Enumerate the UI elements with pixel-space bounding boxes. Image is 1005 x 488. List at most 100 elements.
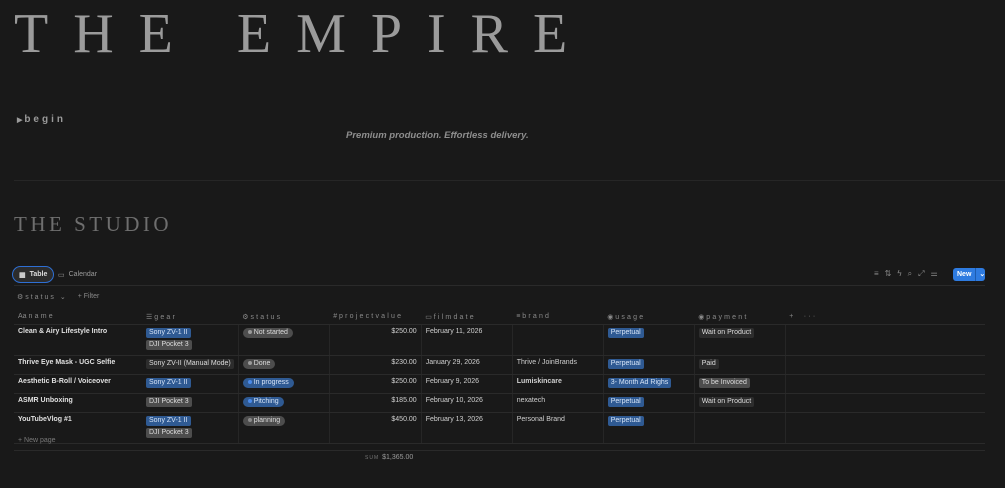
filter-icon[interactable]: ≡ xyxy=(874,269,879,278)
column-type-icon: Aa xyxy=(18,313,29,321)
status-cell[interactable]: Done xyxy=(238,355,330,375)
projectvalue-cell[interactable]: $250.00 xyxy=(329,324,422,356)
gear-tag: DJI Pocket 3 xyxy=(146,427,192,438)
add-filter-button[interactable]: + Filter xyxy=(77,293,100,300)
filmdate-cell[interactable]: February 9, 2026 xyxy=(421,374,513,394)
status-cell[interactable]: Pitching xyxy=(238,393,330,413)
projectvalue-cell[interactable]: $450.00 xyxy=(329,412,422,444)
automation-icon[interactable]: ϟ xyxy=(897,269,902,278)
usage-cell[interactable]: Perpetual xyxy=(603,412,695,444)
usage-cell[interactable]: 3- Month Ad Righs xyxy=(603,374,695,394)
page-title: THE EMPIRE xyxy=(14,3,593,65)
status-cell[interactable]: Not started xyxy=(238,324,330,356)
status-icon: ⚙ xyxy=(242,313,251,321)
status-badge: planning xyxy=(242,415,286,426)
empty-cell xyxy=(785,374,985,394)
table-row[interactable]: Aesthetic B-Roll / Voiceover Sony ZV-1 I… xyxy=(14,374,985,394)
status-filter[interactable]: ⚙ status ⌄ xyxy=(17,294,68,301)
add-column[interactable]: + ··· xyxy=(785,310,985,325)
usage-cell[interactable]: Perpetual xyxy=(603,355,695,375)
empty-cell xyxy=(785,393,985,413)
brand-cell[interactable] xyxy=(512,324,604,356)
payment-cell[interactable]: Wait on Product xyxy=(694,324,786,356)
status-dot-icon xyxy=(247,379,252,384)
select-icon: ◉ xyxy=(698,313,707,321)
name-cell[interactable]: YouTubeVlog #1 xyxy=(14,412,142,444)
search-icon[interactable]: ⌕ xyxy=(907,269,913,278)
projectvalue-cell[interactable]: $185.00 xyxy=(329,393,422,413)
plus-icon[interactable]: + xyxy=(789,313,796,321)
filmdate-cell[interactable]: February 11, 2026 xyxy=(421,324,513,356)
gear-cell[interactable]: Sony ZV-1 II DJI Pocket 3 xyxy=(142,412,239,444)
column-header-gear[interactable]: ☰ gear xyxy=(142,310,239,325)
section-title: THE STUDIO xyxy=(14,212,173,236)
status-cell[interactable]: In progress xyxy=(238,374,330,394)
name-cell[interactable]: Clean & Airy Lifestyle Intro xyxy=(14,324,142,356)
filmdate-cell[interactable]: February 13, 2026 xyxy=(421,412,513,444)
chevron-down-icon[interactable]: ⌄ xyxy=(975,268,988,281)
gear-cell[interactable]: Sony ZV-II (Manual Mode) xyxy=(142,355,239,375)
divider xyxy=(14,450,985,451)
brand-cell[interactable]: Personal Brand xyxy=(512,412,604,444)
filmdate-cell[interactable]: January 29, 2026 xyxy=(421,355,513,375)
status-badge: Pitching xyxy=(242,396,284,407)
expand-icon[interactable]: ⤢ xyxy=(918,269,925,278)
column-header-status[interactable]: ⚙ status xyxy=(238,310,330,325)
usage-cell[interactable]: Perpetual xyxy=(603,324,695,356)
gear-cell[interactable]: Sony ZV-1 II xyxy=(142,374,239,394)
gear-cell[interactable]: Sony ZV-1 II DJI Pocket 3 xyxy=(142,324,239,356)
payment-cell[interactable] xyxy=(694,412,786,444)
status-badge: Not started xyxy=(242,327,293,338)
payment-tag: To be Invoiced xyxy=(698,377,750,388)
payment-cell[interactable]: Wait on Product xyxy=(694,393,786,413)
begin-toggle[interactable]: ▶ begin xyxy=(17,114,66,125)
name-cell[interactable]: ASMR Unboxing xyxy=(14,393,142,413)
usage-cell[interactable]: Perpetual xyxy=(603,393,695,413)
sort-icon[interactable]: ⇅ xyxy=(884,269,892,278)
tagline: Premium production. Effortless delivery. xyxy=(346,130,529,141)
projectvalue-cell[interactable]: $230.00 xyxy=(329,355,422,375)
status-icon: ⚙ xyxy=(17,294,26,301)
column-header-projectvalue[interactable]: # projectvalue xyxy=(329,310,422,325)
triangle-right-icon: ▶ xyxy=(17,117,25,124)
status-badge: In progress xyxy=(242,377,294,388)
column-header-filmdate[interactable]: ▭ filmdate xyxy=(421,310,513,325)
gear-tag: Sony ZV-1 II xyxy=(146,377,191,388)
usage-tag: Perpetual xyxy=(607,327,644,338)
payment-cell[interactable]: To be Invoiced xyxy=(694,374,786,394)
gear-tag: Sony ZV-II (Manual Mode) xyxy=(146,358,234,369)
settings-icon[interactable]: ⚌ xyxy=(930,269,938,278)
column-header-usage[interactable]: ◉ usage xyxy=(603,310,695,325)
plus-icon: + xyxy=(18,437,25,444)
table-row[interactable]: ASMR Unboxing DJI Pocket 3 Pitching $185… xyxy=(14,393,985,413)
tab-table[interactable]: ▦ Table xyxy=(12,266,55,283)
divider xyxy=(14,285,985,286)
brand-cell[interactable]: Lumiskincare xyxy=(512,374,604,394)
table-row[interactable]: Clean & Airy Lifestyle Intro Sony ZV-1 I… xyxy=(14,324,985,356)
gear-tag: Sony ZV-1 II xyxy=(146,327,191,338)
new-page-button[interactable]: + New page xyxy=(18,437,56,444)
payment-cell[interactable]: Paid xyxy=(694,355,786,375)
usage-tag: Perpetual xyxy=(607,396,644,407)
more-icon[interactable]: ··· xyxy=(803,313,818,321)
calendar-icon: ▭ xyxy=(425,313,434,321)
usage-tag: Perpetual xyxy=(607,415,644,426)
column-header-payment[interactable]: ◉ payment xyxy=(694,310,786,325)
filmdate-cell[interactable]: February 10, 2026 xyxy=(421,393,513,413)
table-row[interactable]: Thrive Eye Mask - UGC Selfie Sony ZV-II … xyxy=(14,355,985,375)
status-dot-icon xyxy=(247,417,252,422)
column-header-name[interactable]: Aa name xyxy=(14,310,142,325)
projectvalue-cell[interactable]: $250.00 xyxy=(329,374,422,394)
name-cell[interactable]: Thrive Eye Mask - UGC Selfie xyxy=(14,355,142,375)
column-header-brand[interactable]: ≡ brand xyxy=(512,310,604,325)
gear-tag: Sony ZV-1 II xyxy=(146,415,191,426)
tab-calendar[interactable]: ▭ Calendar xyxy=(58,271,98,279)
table-row[interactable]: YouTubeVlog #1 Sony ZV-1 II DJI Pocket 3 … xyxy=(14,412,985,444)
status-cell[interactable]: planning xyxy=(238,412,330,444)
calendar-icon: ▭ xyxy=(58,271,65,279)
name-cell[interactable]: Aesthetic B-Roll / Voiceover xyxy=(14,374,142,394)
gear-cell[interactable]: DJI Pocket 3 xyxy=(142,393,239,413)
new-button[interactable]: New ⌄ xyxy=(953,268,985,281)
brand-cell[interactable]: nexatech xyxy=(512,393,604,413)
brand-cell[interactable]: Thrive / JoinBrands xyxy=(512,355,604,375)
